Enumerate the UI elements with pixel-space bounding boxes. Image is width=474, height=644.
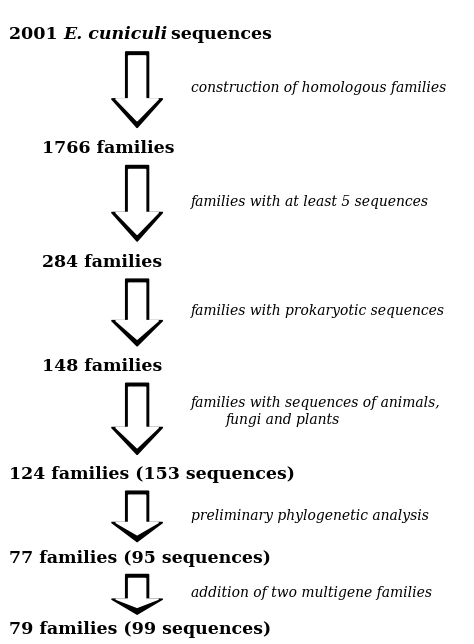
- Polygon shape: [116, 578, 158, 607]
- Text: E. cuniculi: E. cuniculi: [63, 26, 167, 43]
- Polygon shape: [116, 56, 158, 121]
- Text: preliminary phylogenetic analysis: preliminary phylogenetic analysis: [191, 509, 428, 523]
- Text: 284 families: 284 families: [42, 254, 162, 270]
- Polygon shape: [116, 283, 158, 339]
- Text: construction of homologous families: construction of homologous families: [191, 82, 446, 95]
- Text: 148 families: 148 families: [42, 357, 162, 375]
- Polygon shape: [111, 383, 163, 455]
- Text: 1766 families: 1766 families: [42, 140, 174, 157]
- Text: 2001: 2001: [9, 26, 64, 43]
- Text: families with at least 5 sequences: families with at least 5 sequences: [191, 195, 428, 209]
- Text: sequences: sequences: [165, 26, 272, 43]
- Text: addition of two multigene families: addition of two multigene families: [191, 587, 431, 600]
- Polygon shape: [111, 279, 163, 346]
- Text: fungi and plants: fungi and plants: [226, 413, 341, 428]
- Text: families with prokaryotic sequences: families with prokaryotic sequences: [191, 303, 445, 317]
- Text: families with sequences of animals,: families with sequences of animals,: [191, 396, 440, 410]
- Polygon shape: [111, 166, 163, 242]
- Polygon shape: [111, 574, 163, 614]
- Text: 77 families (95 sequences): 77 families (95 sequences): [9, 550, 271, 567]
- Polygon shape: [111, 52, 163, 128]
- Polygon shape: [116, 387, 158, 448]
- Polygon shape: [116, 495, 158, 535]
- Polygon shape: [111, 491, 163, 542]
- Text: 79 families (99 sequences): 79 families (99 sequences): [9, 621, 272, 638]
- Text: 124 families (153 sequences): 124 families (153 sequences): [9, 466, 295, 483]
- Polygon shape: [116, 169, 158, 234]
